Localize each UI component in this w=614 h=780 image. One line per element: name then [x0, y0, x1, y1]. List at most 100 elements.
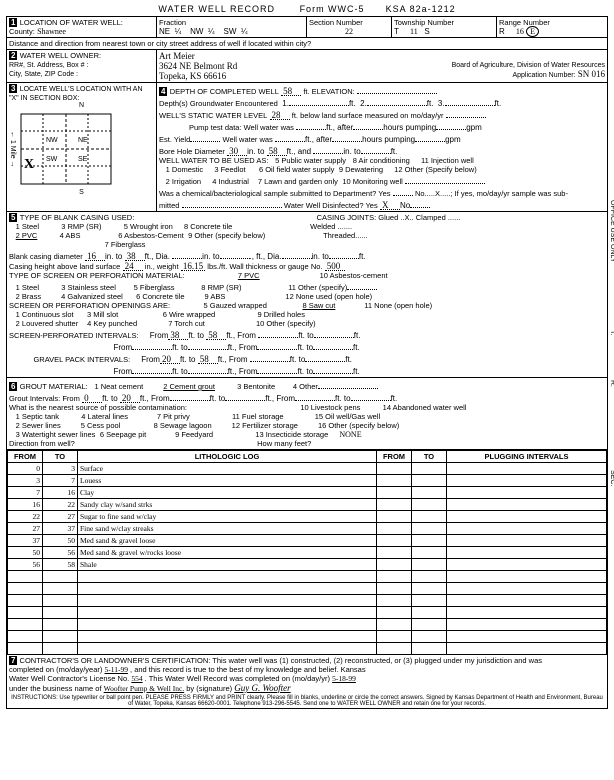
col-litho: LITHOLOGIC LOG — [78, 451, 377, 463]
o8: 8 Saw cut — [302, 301, 335, 310]
section3-heading: LOCATE WELL'S LOCATION WITH AN "X" IN SE… — [9, 86, 143, 102]
county-value: Shawnee — [37, 27, 66, 36]
casing-ht: 24 — [123, 261, 143, 271]
sp-from: 38 — [168, 330, 188, 340]
frac-ne: NE — [159, 27, 170, 36]
weight-value: 16.15 — [181, 261, 205, 271]
svg-text:X: X — [24, 157, 34, 172]
section1-num: 1 — [9, 18, 17, 27]
table-row: 37Louess — [8, 475, 607, 487]
instructions: INSTRUCTIONS: Use typewriter or ball poi… — [9, 695, 605, 707]
date2: 5-18-99 — [332, 674, 356, 683]
s5-heading: TYPE OF BLANK CASING USED: — [20, 213, 135, 222]
owner-addr: 3624 NE Belmont Rd — [159, 61, 385, 71]
threaded: Threaded...... — [323, 231, 368, 240]
p2: 2 Sewer lines — [16, 421, 61, 430]
c3: 3 RMP (SR) — [61, 222, 101, 231]
range-circle: E — [526, 26, 539, 37]
section1-heading: LOCATION OF WATER WELL: — [20, 18, 123, 27]
sp-to: 58 — [206, 330, 226, 340]
s1: 1 Steel — [16, 283, 39, 292]
c2: 2 PVC — [16, 231, 38, 240]
o11: 11 None (open hole) — [364, 301, 432, 310]
rr-label: RR#, St. Address, Box # : — [9, 62, 88, 69]
table-row: 1622Sandy clay w/sand strks — [8, 499, 607, 511]
p11: 11 Fuel storage — [232, 412, 284, 421]
weight-label: in., weight — [145, 262, 179, 271]
s7-text1: CONTRACTOR'S OR LANDOWNER'S CERTIFICATIO… — [20, 656, 542, 665]
owner-name: Art Meier — [159, 51, 385, 61]
range-r: R — [499, 27, 505, 36]
township-t: T — [394, 27, 399, 36]
range-label: Range Number — [499, 18, 550, 27]
distance-label: Distance and direction from nearest town… — [7, 38, 607, 50]
p4: 4 Lateral lines — [81, 412, 128, 421]
u11: 11 Injection well — [421, 156, 474, 165]
c6: 6 Asbestos-Cement — [118, 231, 183, 240]
section2-num: 2 — [9, 51, 17, 60]
p14: 14 Abandoned water well — [383, 403, 467, 412]
section3-num: 3 — [9, 84, 17, 93]
static-suffix: ft. below land surface measured on mo/da… — [292, 111, 444, 120]
gp-to: 58 — [198, 354, 218, 364]
p3: 3 Watertight sewer lines — [16, 430, 96, 439]
c5: 5 Wrought iron — [124, 222, 173, 231]
table-row: 2227Sugar to fine sand w/clay — [8, 511, 607, 523]
svg-text:SE: SE — [78, 156, 88, 163]
fraction-label: Fraction — [159, 18, 186, 27]
gi-from: 0 — [82, 393, 102, 403]
p6: 6 Seepage pit — [100, 430, 146, 439]
gi-to: 20 — [120, 393, 140, 403]
lic-label: Water Well Contractor's License No. — [9, 674, 129, 683]
p1: 1 Septic tank — [16, 412, 59, 421]
sig-label: by (signature) — [186, 684, 232, 693]
p8: 8 Sewage lagoon — [154, 421, 212, 430]
pump-label: Pump test data: Well water was — [189, 123, 294, 132]
table-row: 03Surface — [8, 463, 607, 475]
elev-label: ft. ELEVATION: — [303, 87, 354, 96]
biz-label: under the business name of — [9, 684, 102, 693]
svg-text:NW: NW — [46, 137, 58, 144]
s8: 8 RMP (SR) — [201, 283, 241, 292]
biz-name: Woofter Pump & Well Inc. — [104, 684, 185, 693]
col-from2: FROM — [377, 451, 412, 463]
col-from: FROM — [8, 451, 43, 463]
bore-label: Bore Hole Diameter — [159, 147, 225, 156]
board-label: Board of Agriculture, Division of Water … — [452, 62, 605, 69]
table-row — [8, 619, 607, 631]
o3: 3 Mill slot — [87, 310, 118, 319]
signature: Guy G. Woofter — [234, 683, 290, 693]
g4: 4 Other — [293, 382, 318, 391]
c4: 4 ABS — [60, 231, 81, 240]
c1: 1 Steel — [16, 222, 39, 231]
o10: 10 Other (specify) — [256, 319, 316, 328]
joints: CASING JOINTS: Glued ..X.. Clamped .....… — [317, 213, 461, 222]
form-title: WATER WELL RECORD — [158, 4, 275, 14]
gw-label: Depth(s) Groundwater Encountered — [159, 99, 278, 108]
form-ksa: KSA 82a-1212 — [386, 4, 456, 14]
side-sec: SEC. — [609, 470, 614, 486]
u5: 5 Public water supply — [275, 156, 346, 165]
table-row — [8, 595, 607, 607]
u1: 1 Domestic — [166, 165, 204, 174]
p16: 16 Other (specify below) — [318, 421, 399, 430]
side-t: T. — [609, 330, 614, 335]
s6-heading: GROUT MATERIAL: — [20, 382, 88, 391]
section7-num: 7 — [9, 656, 17, 665]
s4: 4 Galvanized steel — [61, 292, 123, 301]
p15: 15 Oil well/Gas well — [315, 412, 380, 421]
disinfect: Water Well Disinfected? Yes — [284, 201, 378, 210]
gauge-label: lbs./ft. Wall thickness or gauge No. — [207, 262, 322, 271]
c9: 9 Other (specify below) — [188, 231, 265, 240]
g1: 1 Neat cement — [94, 382, 143, 391]
s7: 7 PVC — [238, 271, 260, 280]
s2: 2 Brass — [16, 292, 41, 301]
bore-to: 58 — [267, 146, 287, 156]
svg-text:NE: NE — [78, 137, 88, 144]
section2-heading: WATER WELL OWNER: — [20, 51, 101, 60]
mitted: mitted — [159, 201, 179, 210]
col-to2: TO — [412, 451, 447, 463]
section-box-svg: NWNE SWSE X — [16, 109, 116, 189]
table-row: 5056Med sand & gravel w/rocks loose — [8, 547, 607, 559]
city-label: City, State, ZIP Code : — [9, 71, 78, 78]
